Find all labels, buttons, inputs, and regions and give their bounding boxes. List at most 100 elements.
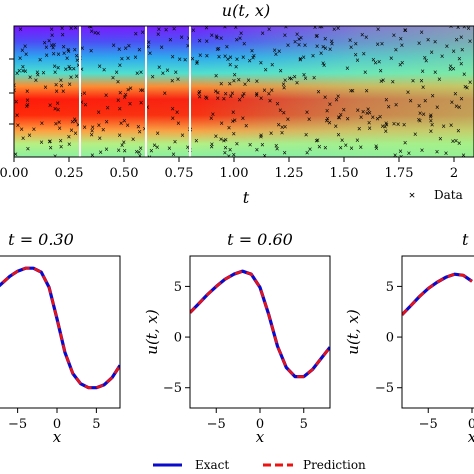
data-marker: ×	[82, 123, 87, 132]
data-marker: ×	[462, 23, 467, 32]
data-marker: ×	[135, 69, 140, 78]
data-marker: ×	[232, 129, 237, 138]
data-marker: ×	[378, 113, 383, 122]
data-marker: ×	[408, 97, 413, 106]
data-marker: ×	[59, 81, 64, 90]
data-marker: ×	[304, 131, 309, 140]
data-marker: ×	[180, 131, 185, 140]
data-marker: ×	[138, 144, 143, 153]
data-marker: ×	[337, 113, 342, 122]
data-marker: ×	[324, 117, 329, 126]
legend-exact-label: Exact	[195, 458, 229, 472]
data-marker: ×	[267, 90, 272, 99]
data-marker: ×	[60, 30, 65, 39]
data-marker: ×	[430, 92, 435, 101]
data-marker: ×	[74, 72, 79, 81]
data-marker: ×	[48, 143, 53, 152]
data-marker: ×	[241, 114, 246, 123]
data-marker: ×	[54, 119, 59, 128]
data-marker: ×	[417, 115, 422, 124]
data-marker: ×	[321, 43, 326, 52]
data-marker: ×	[305, 108, 310, 117]
data-marker: ×	[289, 75, 294, 84]
heatmap-x-tick-label: 0.50	[110, 166, 139, 181]
data-marker: ×	[146, 42, 151, 51]
data-marker: ×	[451, 47, 456, 56]
data-marker: ×	[205, 37, 210, 46]
data-marker: ×	[74, 51, 79, 60]
data-marker: ×	[440, 52, 445, 61]
data-marker: ×	[441, 122, 446, 131]
data-marker: ×	[89, 27, 94, 36]
data-markers: × × × × × × × × × × × × × × × × × × × × × × × × × × × × × × × × × × × × × × × ×…	[14, 22, 472, 157]
data-marker: ×	[59, 76, 64, 85]
data-marker: ×	[126, 85, 131, 94]
data-marker: ×	[325, 115, 330, 124]
data-marker: ×	[211, 110, 216, 119]
data-marker: ×	[147, 38, 152, 47]
data-marker: ×	[359, 113, 364, 122]
data-marker: ×	[164, 26, 169, 35]
data-marker: ×	[76, 61, 81, 70]
data-marker: ×	[176, 75, 181, 84]
y-tick-label: 0	[386, 331, 394, 346]
heatmap-plot: × × × × × × × × × × × × × × × × × × × × × × × × × × × × × × × × × × × × × × × ×…	[0, 22, 474, 181]
data-marker: ×	[270, 61, 275, 70]
data-marker: ×	[137, 148, 142, 157]
data-marker: ×	[170, 52, 175, 61]
data-marker: ×	[281, 80, 286, 89]
data-marker: ×	[377, 58, 382, 67]
snapshot-panel: t = 0.80−50x50−5u(t, x)	[344, 230, 474, 446]
data-marker: ×	[72, 115, 77, 124]
data-marker: ×	[259, 133, 264, 142]
data-marker: ×	[338, 143, 343, 152]
data-marker: ×	[168, 36, 173, 45]
data-marker: ×	[149, 146, 154, 155]
data-marker: ×	[240, 92, 245, 101]
data-marker: ×	[48, 137, 53, 146]
data-marker: ×	[219, 34, 224, 43]
data-marker: ×	[421, 110, 426, 119]
data-marker: ×	[44, 51, 49, 60]
data-marker: ×	[36, 70, 41, 79]
data-marker: ×	[15, 111, 20, 120]
data-marker: ×	[241, 53, 246, 62]
data-marker: ×	[282, 83, 287, 92]
data-marker: ×	[119, 119, 124, 128]
data-marker: ×	[217, 53, 222, 62]
data-marker: ×	[268, 96, 273, 105]
data-marker: ×	[152, 141, 157, 150]
data-marker: ×	[454, 102, 459, 111]
data-marker: ×	[67, 63, 72, 72]
data-marker: ×	[174, 68, 179, 77]
data-marker: ×	[275, 145, 280, 154]
data-marker: ×	[334, 122, 339, 131]
data-marker: ×	[137, 128, 142, 137]
data-marker: ×	[114, 68, 119, 77]
data-marker: ×	[49, 41, 54, 50]
data-marker: ×	[450, 98, 455, 107]
heatmap-x-label: t	[243, 188, 250, 207]
data-marker: ×	[457, 139, 462, 148]
data-marker: ×	[380, 40, 385, 49]
data-marker: ×	[317, 142, 322, 151]
data-marker: ×	[297, 41, 302, 50]
data-marker: ×	[429, 127, 434, 136]
data-marker: ×	[349, 144, 354, 153]
heatmap-x-tick-label: 0.25	[55, 166, 84, 181]
data-marker: ×	[43, 83, 48, 92]
data-marker: ×	[460, 45, 465, 54]
data-marker: ×	[56, 64, 61, 73]
data-marker: ×	[301, 53, 306, 62]
data-marker: ×	[167, 144, 172, 153]
data-marker: ×	[274, 50, 279, 59]
data-marker: ×	[375, 40, 380, 49]
heatmap-x-ticks: 0.00 0.25 0.50 0.75 1.00 1.25 1.50 1.75 2	[0, 157, 458, 181]
data-marker: ×	[353, 51, 358, 60]
data-marker: ×	[40, 119, 45, 128]
data-marker: ×	[171, 114, 176, 123]
legend-x-marker: ×	[409, 188, 416, 202]
data-marker: ×	[323, 35, 328, 44]
data-marker: ×	[318, 22, 323, 31]
